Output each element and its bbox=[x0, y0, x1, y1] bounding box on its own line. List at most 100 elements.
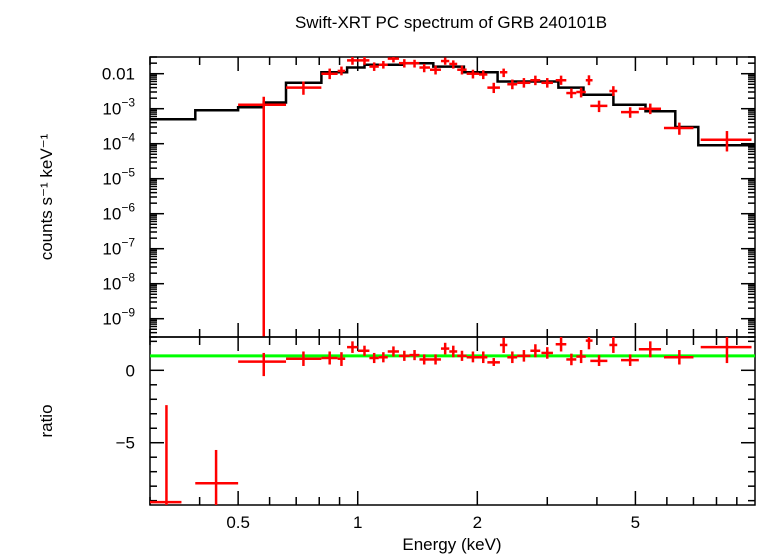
data-point bbox=[440, 57, 450, 65]
spectrum-panel-frame bbox=[149, 56, 756, 338]
data-point bbox=[487, 82, 500, 94]
data-point bbox=[466, 69, 480, 79]
ratio-panel: 0 −5 ratio bbox=[37, 336, 756, 506]
data-point bbox=[387, 346, 399, 357]
data-point bbox=[378, 61, 388, 69]
data-point bbox=[378, 352, 388, 363]
spectrum-ticks bbox=[149, 56, 755, 338]
data-point bbox=[369, 62, 379, 71]
data-point bbox=[387, 57, 399, 63]
x-tick-label: 2 bbox=[473, 513, 482, 532]
ratio-data-points bbox=[150, 337, 752, 505]
data-point bbox=[507, 351, 518, 364]
data-point bbox=[530, 75, 541, 86]
ratio-y-axis-label: ratio bbox=[37, 404, 56, 437]
data-point bbox=[609, 337, 618, 353]
data-point bbox=[449, 60, 458, 69]
data-point bbox=[357, 345, 370, 356]
data-point bbox=[286, 351, 322, 366]
data-point bbox=[700, 131, 752, 152]
data-point bbox=[238, 352, 287, 377]
data-point bbox=[566, 88, 577, 99]
data-point bbox=[555, 75, 567, 85]
ratio-y-tick-labels: 0 −5 bbox=[116, 361, 135, 452]
data-point bbox=[609, 86, 618, 97]
data-point bbox=[457, 65, 467, 75]
data-point bbox=[347, 57, 358, 65]
chart-title: Swift-XRT PC spectrum of GRB 240101B bbox=[295, 13, 607, 32]
data-point bbox=[409, 350, 420, 361]
data-point bbox=[419, 63, 430, 73]
data-point bbox=[621, 107, 639, 118]
data-point bbox=[150, 405, 182, 505]
data-point bbox=[286, 81, 322, 95]
data-point bbox=[238, 96, 287, 337]
data-point bbox=[585, 337, 593, 350]
data-point bbox=[398, 59, 410, 68]
data-point bbox=[517, 78, 531, 88]
data-point bbox=[590, 355, 608, 366]
y-tick-label: 10−8 bbox=[102, 271, 135, 294]
data-point bbox=[638, 341, 662, 358]
data-point bbox=[369, 352, 379, 364]
y-tick-label: 0.01 bbox=[102, 65, 135, 84]
data-point bbox=[541, 78, 553, 88]
spectrum-data-points bbox=[238, 57, 752, 337]
data-point bbox=[449, 345, 458, 358]
data-point bbox=[321, 351, 338, 365]
data-point bbox=[530, 344, 541, 358]
data-point bbox=[337, 66, 346, 76]
y-tick-label: −5 bbox=[116, 434, 135, 453]
spectrum-y-axis-label: counts s⁻¹ keV⁻¹ bbox=[37, 133, 56, 260]
data-point bbox=[347, 341, 358, 353]
data-point bbox=[419, 354, 430, 365]
data-point bbox=[638, 103, 662, 115]
y-tick-label: 10−3 bbox=[102, 96, 135, 119]
data-point bbox=[576, 87, 586, 98]
data-point bbox=[321, 68, 338, 80]
data-point bbox=[663, 350, 694, 365]
data-point bbox=[585, 75, 593, 86]
data-point bbox=[499, 68, 508, 78]
spectrum-y-tick-labels: 0.01 10−3 10−4 10−5 10−6 10−7 10−8 10−9 bbox=[102, 65, 135, 329]
data-point bbox=[398, 350, 410, 361]
ratio-ticks bbox=[149, 337, 755, 505]
y-tick-label: 10−4 bbox=[102, 131, 135, 154]
data-point bbox=[499, 337, 508, 353]
data-point bbox=[517, 350, 531, 362]
spectrum-panel: 0.01 10−3 10−4 10−5 10−6 10−7 10−8 10−9 counts … bbox=[37, 56, 756, 338]
data-point bbox=[566, 353, 577, 366]
data-point bbox=[357, 57, 370, 65]
data-point bbox=[700, 337, 752, 364]
data-point bbox=[457, 350, 467, 361]
data-point bbox=[409, 59, 420, 68]
data-point bbox=[195, 449, 239, 505]
data-point bbox=[576, 350, 586, 364]
x-tick-labels: 0.5 1 2 5 bbox=[226, 513, 640, 532]
data-point bbox=[479, 70, 488, 80]
y-tick-label: 0 bbox=[126, 361, 135, 380]
data-point bbox=[555, 337, 567, 352]
x-tick-label: 0.5 bbox=[226, 513, 250, 532]
data-point bbox=[541, 347, 553, 359]
data-point bbox=[429, 65, 441, 75]
ratio-panel-frame bbox=[149, 336, 756, 506]
data-point bbox=[487, 358, 500, 366]
x-axis-label: Energy (keV) bbox=[402, 535, 501, 554]
data-point bbox=[663, 122, 694, 135]
y-tick-label: 10−6 bbox=[102, 201, 135, 224]
data-point bbox=[466, 351, 480, 363]
data-point bbox=[337, 352, 346, 366]
y-tick-label: 10−7 bbox=[102, 236, 135, 259]
data-point bbox=[479, 351, 488, 364]
y-tick-label: 10−9 bbox=[102, 306, 135, 329]
data-point bbox=[507, 79, 518, 90]
data-point bbox=[590, 100, 608, 113]
x-tick-label: 1 bbox=[353, 513, 362, 532]
data-point bbox=[440, 342, 450, 355]
data-point bbox=[621, 354, 639, 366]
x-tick-label: 5 bbox=[631, 513, 640, 532]
data-point bbox=[429, 354, 441, 365]
y-tick-label: 10−5 bbox=[102, 166, 135, 189]
